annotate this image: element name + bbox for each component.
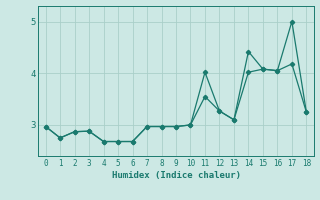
X-axis label: Humidex (Indice chaleur): Humidex (Indice chaleur) (111, 171, 241, 180)
